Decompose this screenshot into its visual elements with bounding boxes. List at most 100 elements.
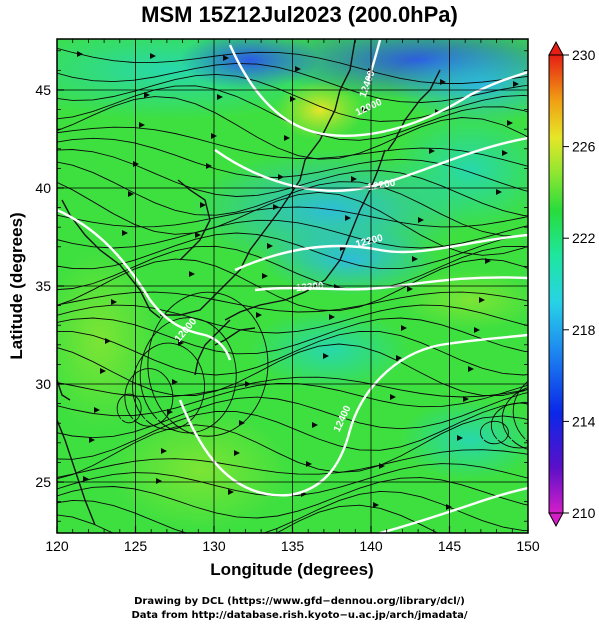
streamline (57, 206, 528, 228)
streamline (57, 304, 528, 334)
streamline-arrow (479, 297, 485, 303)
colorbar-tick-label: 230 (572, 47, 596, 63)
streamline-arrow (284, 135, 290, 141)
streamline-arrow (161, 448, 167, 454)
streamline (57, 463, 528, 497)
streamline-arrow (323, 353, 329, 359)
streamline-arrow (306, 461, 312, 467)
streamline-arrow (144, 92, 150, 98)
streamline-arrow (206, 163, 212, 169)
streamline (57, 504, 439, 533)
wind-streamlines (57, 47, 528, 533)
streamline-arrow (128, 191, 134, 197)
streamline (57, 73, 528, 122)
streamline-arrow (195, 232, 201, 238)
streamline-arrow (468, 366, 474, 372)
streamline-arrow (362, 107, 368, 113)
streamline-arrow (189, 271, 195, 277)
streamline (57, 330, 528, 376)
streamline (57, 317, 528, 355)
streamline-arrow (407, 286, 413, 292)
y-tick-label: 35 (35, 278, 51, 294)
streamline-arrow (502, 150, 508, 156)
streamline-arrow (485, 258, 491, 264)
streamline-arrow (223, 55, 229, 61)
streamline-arrow (239, 420, 245, 426)
streamline (501, 387, 528, 450)
streamline-arrow (172, 379, 178, 385)
streamline-arrow (396, 355, 402, 361)
y-tick-label: 30 (35, 376, 51, 392)
streamline (57, 415, 528, 480)
colorbar-tick-label: 214 (572, 413, 596, 429)
streamline (57, 219, 528, 249)
x-tick-label: 130 (202, 538, 226, 554)
colorbar-tick-label: 210 (572, 505, 596, 521)
streamline-arrow (139, 122, 145, 128)
streamline-arrow (401, 325, 407, 331)
streamline-arrow (83, 476, 89, 482)
streamline-arrow (329, 314, 335, 320)
streamline (479, 420, 509, 445)
streamline-arrow (507, 120, 513, 126)
x-tick-label: 150 (516, 538, 540, 554)
streamline-arrow (122, 230, 128, 236)
credit-data: Data from http://database.rish.kyoto−u.a… (131, 610, 468, 621)
x-axis-ticks: 120 125 130 135 140 145 150 (45, 39, 540, 554)
contour-label: 12200 (367, 178, 397, 194)
streamline (57, 490, 528, 533)
contour-label: 12300 (295, 281, 324, 294)
colorbar-tick-label: 222 (572, 230, 596, 246)
streamline (57, 161, 528, 237)
streamline (147, 291, 269, 437)
streamline-arrow (256, 312, 262, 318)
x-tick-label: 145 (438, 538, 462, 554)
streamline-arrow (105, 338, 111, 344)
colorbar-min-arrow (548, 512, 564, 528)
streamline (57, 126, 528, 167)
streamline-arrow (418, 217, 424, 223)
streamline-arrow (150, 53, 156, 59)
x-tick-label: 120 (45, 538, 69, 554)
x-tick-label: 125 (124, 538, 148, 554)
streamline-arrow (111, 299, 117, 305)
y-tick-label: 40 (35, 180, 51, 196)
colorbar: 230 226 222 218 214 210 (548, 40, 596, 528)
streamline-arrow (312, 422, 318, 428)
streamline-arrow (200, 202, 206, 208)
streamline (132, 342, 205, 430)
streamline-arrow (267, 243, 273, 249)
x-axis-label: Longitude (degrees) (210, 560, 373, 579)
streamline (57, 47, 528, 84)
streamline (57, 137, 528, 192)
streamline-arrow (234, 450, 240, 456)
x-tick-label: 135 (281, 538, 305, 554)
streamline (57, 62, 528, 103)
streamline-arrow (228, 489, 234, 495)
colorbar-max-arrow (548, 40, 564, 56)
streamline (57, 477, 528, 519)
streamline (116, 393, 142, 424)
streamline (57, 401, 528, 460)
streamline-arrow (77, 51, 83, 57)
streamline-arrow (262, 273, 268, 279)
streamline (57, 376, 528, 398)
streamline-arrow (351, 176, 357, 182)
streamline-arrow (100, 368, 106, 374)
y-axis-ticks: 25 30 35 40 45 (35, 50, 528, 522)
streamline-arrow (463, 396, 469, 402)
streamline (57, 232, 528, 270)
streamline (57, 291, 528, 313)
colorbar-tick-label: 218 (572, 322, 596, 338)
x-tick-label: 140 (359, 538, 383, 554)
y-axis-label: Latitude (degrees) (7, 212, 26, 359)
streamline (490, 402, 528, 449)
streamline-arrow (496, 189, 502, 195)
colorbar-tick-label: 226 (572, 139, 596, 155)
streamline-arrow (379, 463, 385, 469)
streamline-arrow (156, 478, 162, 484)
streamline-arrow (278, 174, 284, 180)
colorbar-scale (548, 54, 564, 514)
streamline-arrow (94, 407, 100, 413)
